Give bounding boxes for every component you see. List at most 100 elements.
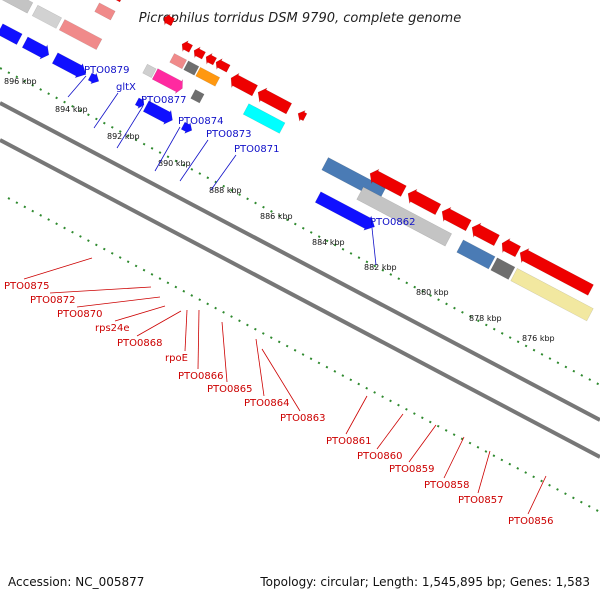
gene-label-PTO0859[interactable]: PTO0859 bbox=[389, 464, 434, 475]
gene-grey-2 bbox=[31, 4, 63, 29]
kbp-tick-label: 878 kbp bbox=[469, 314, 502, 323]
gene-blue-1 bbox=[0, 23, 23, 45]
gene-label-PTO0860[interactable]: PTO0860 bbox=[357, 451, 402, 462]
gene-blue-6 bbox=[142, 100, 173, 125]
kbp-tick-label: 886 kbp bbox=[260, 212, 293, 221]
leader-line bbox=[116, 105, 144, 149]
gene-red-15 bbox=[501, 237, 522, 258]
gene-grey-1 bbox=[0, 0, 34, 14]
gene-label-PTO0874[interactable]: PTO0874 bbox=[178, 116, 223, 127]
gene-label-rpoE[interactable]: rpoE bbox=[165, 353, 188, 364]
gene-pink-1 bbox=[58, 19, 103, 51]
gene-red-4 bbox=[181, 40, 194, 53]
gene-label-PTO0879[interactable]: PTO0879 bbox=[84, 65, 129, 76]
gene-khaki bbox=[510, 268, 594, 322]
gene-labels: PTO0879 gltX PTO0877 PTO0874 PTO0873 PTO0871 P… bbox=[4, 65, 553, 527]
gene-orange bbox=[195, 66, 221, 87]
gene-label-PTO0858[interactable]: PTO0858 bbox=[424, 480, 469, 491]
gene-red-7 bbox=[215, 58, 231, 73]
gene-red-9 bbox=[257, 87, 293, 115]
gene-darkgrey-2 bbox=[183, 60, 200, 76]
gene-red-11 bbox=[369, 168, 407, 197]
leader-line bbox=[197, 309, 200, 370]
leader-line bbox=[345, 395, 368, 435]
leader-line bbox=[23, 257, 93, 280]
leader-line bbox=[93, 92, 119, 129]
gene-cyan bbox=[242, 103, 286, 134]
gene-label-PTO0862[interactable]: PTO0862 bbox=[370, 217, 415, 228]
kbp-tick-label: 876 kbp bbox=[522, 334, 555, 343]
leader-line bbox=[371, 227, 377, 266]
gene-grey-3 bbox=[142, 63, 157, 79]
leader-line bbox=[527, 475, 547, 515]
gene-red-14 bbox=[471, 222, 500, 247]
gene-blue-4 bbox=[87, 72, 100, 85]
kbp-tick-label: 896 kbp bbox=[4, 77, 37, 86]
kbp-tick-label: 880 kbp bbox=[416, 288, 449, 297]
gene-red-2 bbox=[107, 0, 125, 3]
gene-steelblue-2 bbox=[456, 239, 496, 270]
leader-line bbox=[408, 424, 437, 463]
gene-red-5 bbox=[193, 46, 206, 60]
gene-label-PTO0872[interactable]: PTO0872 bbox=[30, 295, 75, 306]
bottom-scale-line bbox=[7, 197, 600, 513]
gene-magenta bbox=[151, 68, 183, 94]
gene-pink-2 bbox=[94, 2, 116, 21]
gene-grey-4 bbox=[356, 186, 453, 247]
gene-label-PTO0865[interactable]: PTO0865 bbox=[207, 384, 252, 395]
gene-darkgrey-3 bbox=[490, 257, 516, 280]
map-title: Picrophilus torridus DSM 9790, complete … bbox=[139, 11, 461, 26]
leader-line bbox=[179, 139, 209, 182]
kbp-tick-label: 882 kbp bbox=[364, 263, 397, 272]
gene-red-6 bbox=[205, 52, 218, 66]
gene-pink-3 bbox=[169, 53, 188, 70]
gene-blue-2 bbox=[21, 36, 50, 60]
gene-label-PTO0857[interactable]: PTO0857 bbox=[458, 495, 503, 506]
leader-line bbox=[477, 450, 491, 494]
gene-label-PTO0864[interactable]: PTO0864 bbox=[244, 398, 289, 409]
kbp-tick-label: 884 kbp bbox=[312, 238, 345, 247]
gene-red-12 bbox=[407, 188, 442, 216]
kbp-ticks: 896 kbp 894 kbp 892 kbp 890 kbp 888 kbp 886 k… bbox=[4, 77, 555, 343]
gene-label-PTO0861[interactable]: PTO0861 bbox=[326, 436, 371, 447]
kbp-tick-label: 892 kbp bbox=[107, 132, 140, 141]
gene-label-PTO0873[interactable]: PTO0873 bbox=[206, 129, 251, 140]
gene-label-PTO0875[interactable]: PTO0875 bbox=[4, 281, 49, 292]
leader-line bbox=[154, 126, 181, 172]
gene-label-PTO0868[interactable]: PTO0868 bbox=[117, 338, 162, 349]
leader-line bbox=[255, 338, 265, 397]
leader-line bbox=[136, 310, 182, 337]
gene-red-16 bbox=[519, 247, 594, 296]
gene-label-PTO0866[interactable]: PTO0866 bbox=[178, 371, 223, 382]
kbp-tick-label: 888 kbp bbox=[209, 186, 242, 195]
gene-red-3 bbox=[163, 13, 176, 27]
leader-line bbox=[443, 436, 465, 479]
leader-line bbox=[261, 348, 301, 412]
genome-summary-text: Topology: circular; Length: 1,545,895 bp… bbox=[259, 575, 590, 589]
kbp-tick-label: 890 kbp bbox=[158, 159, 191, 168]
accession-text: Accession: NC_005877 bbox=[8, 575, 144, 589]
gene-darkgrey-1 bbox=[190, 89, 205, 104]
genome-backbone-top bbox=[0, 101, 600, 422]
gene-red-13 bbox=[441, 206, 472, 232]
leader-line bbox=[376, 413, 404, 450]
gene-label-PTO0870[interactable]: PTO0870 bbox=[57, 309, 102, 320]
gene-label-PTO0871[interactable]: PTO0871 bbox=[234, 144, 279, 155]
gene-label-gltX[interactable]: gltX bbox=[116, 82, 136, 93]
genome-backbone-bottom bbox=[0, 138, 600, 459]
leader-line bbox=[76, 296, 161, 308]
gene-label-rps24e[interactable]: rps24e bbox=[95, 323, 130, 334]
gene-red-8 bbox=[230, 72, 259, 97]
gene-features bbox=[0, 0, 594, 322]
gene-label-PTO0863[interactable]: PTO0863 bbox=[280, 413, 325, 424]
gene-label-PTO0877[interactable]: PTO0877 bbox=[141, 95, 186, 106]
gene-blue-7 bbox=[180, 121, 193, 134]
gene-blue-8 bbox=[314, 191, 375, 231]
gene-label-PTO0856[interactable]: PTO0856 bbox=[508, 516, 553, 527]
leader-line bbox=[210, 154, 237, 191]
gene-blue-5 bbox=[134, 97, 145, 110]
leader-line bbox=[114, 305, 166, 322]
leader-line bbox=[184, 309, 188, 352]
gene-blue-3 bbox=[51, 52, 87, 79]
